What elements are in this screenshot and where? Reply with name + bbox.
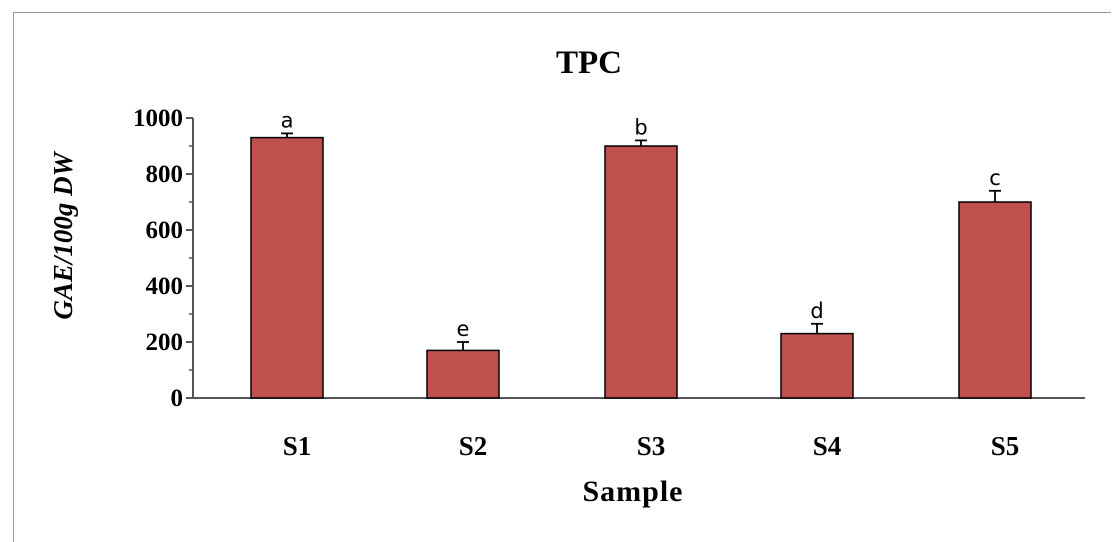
- x-tick-label-s4: S4: [813, 431, 842, 461]
- bar-s3: [604, 145, 678, 399]
- y-tick-label: 0: [171, 385, 184, 412]
- chart-title: TPC: [556, 45, 622, 81]
- x-axis-label: Sample: [582, 475, 683, 508]
- significance-letter-s5: c: [989, 166, 1001, 190]
- significance-letter-s2: e: [457, 317, 470, 341]
- y-tick-label: 800: [146, 161, 184, 188]
- x-tick-label-s1: S1: [283, 431, 312, 461]
- x-tick-label-s5: S5: [991, 431, 1020, 461]
- bar-s4: [780, 332, 854, 399]
- x-tick-label-s3: S3: [637, 431, 666, 461]
- significance-letter-s4: d: [810, 299, 823, 323]
- x-tick-label-s2: S2: [459, 431, 488, 461]
- y-tick-label: 400: [146, 273, 184, 300]
- y-tick-label: 600: [146, 217, 184, 244]
- significance-letter-s3: b: [634, 115, 647, 139]
- bar-s2: [426, 349, 500, 399]
- y-axis-label: GAE/100g DW: [48, 150, 78, 319]
- significance-letter-s1: a: [281, 108, 294, 132]
- y-tick-label: 200: [146, 329, 184, 356]
- bar-s1: [250, 136, 324, 399]
- y-tick-label: 1000: [133, 105, 183, 132]
- bars-group: a e b d c: [250, 108, 1032, 399]
- chart-frame: [13, 12, 1111, 542]
- bar-s5: [958, 201, 1032, 399]
